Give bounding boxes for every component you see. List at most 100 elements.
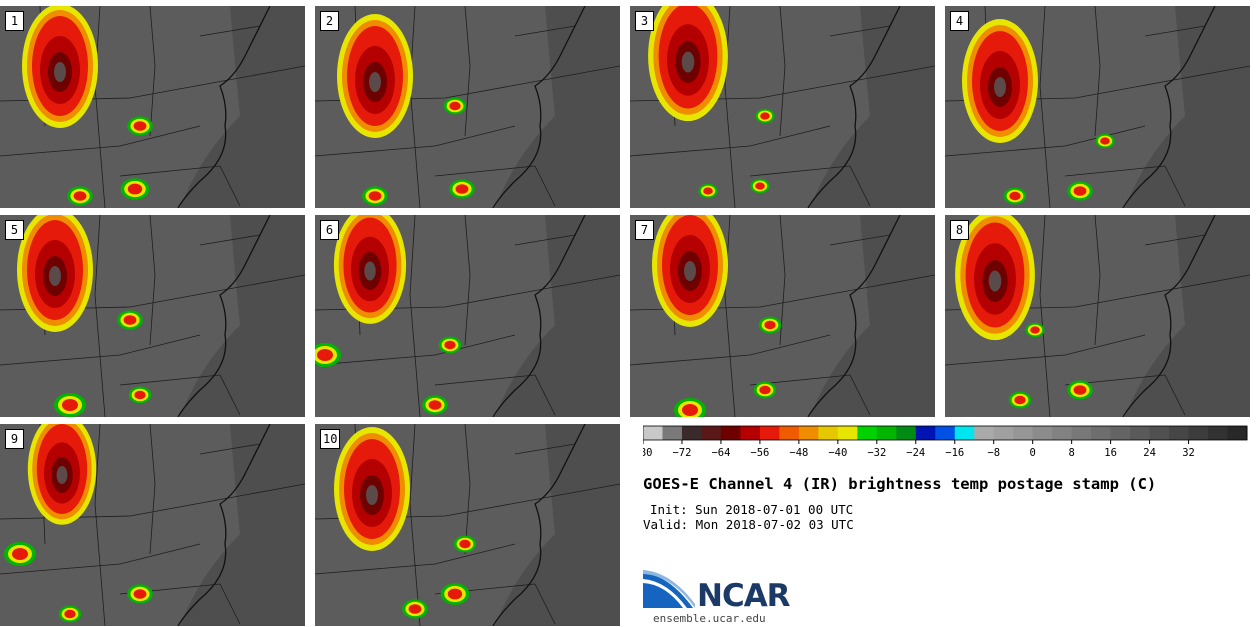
state-boundary — [199, 443, 261, 455]
colorbar-swatch — [1071, 426, 1092, 440]
state-boundary — [0, 543, 201, 575]
state-boundary — [630, 334, 831, 366]
colorbar-swatch — [759, 426, 780, 440]
postage-stamp-panel: 3 — [630, 6, 935, 208]
colorbar-swatch — [935, 426, 956, 440]
ncar-swoosh-icon — [643, 570, 695, 608]
cloud-top-region — [449, 101, 461, 111]
colorbar-tick-label: −24 — [906, 447, 925, 459]
state-boundary — [779, 215, 786, 346]
cloud-top-region — [1030, 326, 1040, 334]
state-boundary — [724, 6, 736, 208]
postage-stamp-panel: 2 — [315, 6, 620, 208]
colorbar-tick-label: −8 — [987, 447, 1000, 459]
postage-stamp-panel: 4 — [945, 6, 1250, 208]
coastline — [177, 424, 271, 626]
chart-title: GOES-E Channel 4 (IR) brightness temp po… — [643, 475, 1157, 493]
state-boundary — [149, 215, 156, 346]
colorbar-swatch — [798, 426, 819, 440]
cloud-top-region — [317, 349, 333, 361]
colorbar-swatch — [954, 426, 975, 440]
ir-imagery — [315, 6, 620, 208]
cloud-top-region — [408, 604, 422, 614]
colorbar-tick-label: −72 — [672, 447, 691, 459]
cloud-top-region — [12, 548, 28, 560]
state-boundary — [724, 215, 736, 417]
colorbar-tick-label: 0 — [1030, 447, 1036, 459]
cloud-top-region — [133, 589, 147, 599]
colorbar-tick-label: −80 — [643, 447, 652, 459]
state-boundary — [199, 25, 261, 37]
colorbar-swatch — [818, 426, 839, 440]
state-boundary — [464, 6, 471, 137]
state-boundary — [464, 215, 471, 346]
state-boundary — [829, 25, 891, 37]
state-boundary — [945, 334, 1146, 366]
panel-number: 6 — [320, 220, 339, 240]
colorbar-swatch — [1032, 426, 1053, 440]
cloud-top-region — [1014, 395, 1026, 405]
cloud-top-region — [447, 588, 463, 600]
panel-number: 7 — [635, 220, 654, 240]
ncar-logo-text: NCAR — [697, 578, 791, 614]
colorbar-swatch — [876, 426, 897, 440]
cloud-top-region — [444, 340, 456, 350]
postage-stamp-panel: 10 — [315, 424, 620, 626]
cloud-top-region — [127, 183, 143, 195]
cloud-top-region — [366, 485, 378, 505]
colorbar-tick-label: −48 — [789, 447, 808, 459]
colorbar-tick-label: 32 — [1182, 447, 1195, 459]
cloud-top-region — [764, 320, 776, 330]
colorbar-swatch — [779, 426, 800, 440]
state-boundary — [0, 483, 305, 520]
colorbar-frame — [643, 425, 1248, 441]
website-url: ensemble.ucar.edu — [653, 612, 766, 625]
cloud-top-region — [49, 266, 61, 286]
state-boundary — [1094, 215, 1101, 346]
colorbar-tick-label: −40 — [828, 447, 847, 459]
cloud-top-region — [1073, 186, 1087, 196]
colorbar-swatch — [701, 426, 722, 440]
cloud-top-region — [759, 385, 771, 395]
ir-imagery — [315, 424, 620, 626]
state-boundary — [94, 215, 106, 417]
ir-imagery — [0, 424, 305, 626]
coastline — [492, 424, 586, 626]
ir-imagery — [0, 6, 305, 208]
colorbar-swatch — [1052, 426, 1073, 440]
colorbar-swatch — [993, 426, 1014, 440]
state-boundary — [409, 6, 421, 208]
ir-imagery — [630, 215, 935, 417]
cloud-top-region — [73, 191, 87, 201]
state-boundary — [514, 234, 576, 246]
postage-stamp-panel: 5 — [0, 215, 305, 417]
colorbar-swatch — [643, 426, 663, 440]
coastline — [177, 6, 271, 208]
state-boundary — [1064, 165, 1186, 207]
cloud-top-region — [54, 62, 66, 82]
state-boundary — [1144, 234, 1206, 246]
cloud-top-region — [64, 609, 76, 619]
state-boundary — [1144, 25, 1206, 37]
postage-stamp-panel: 1 — [0, 6, 305, 208]
state-boundary — [119, 165, 241, 207]
state-boundary — [0, 125, 201, 157]
colorbar-swatch — [1149, 426, 1170, 440]
cloud-top-region — [123, 315, 137, 325]
valid-time: Valid: Mon 2018-07-02 03 UTC — [643, 517, 854, 532]
state-boundary — [149, 6, 156, 137]
postage-stamp-panel: 9 — [0, 424, 305, 626]
ir-imagery — [315, 215, 620, 417]
state-boundary — [0, 334, 201, 366]
state-boundary — [749, 374, 871, 416]
state-boundary — [315, 334, 516, 366]
colorbar-swatch — [1188, 426, 1209, 440]
postage-stamp-panel: 7 — [630, 215, 935, 417]
panel-number: 1 — [5, 11, 24, 31]
coastline — [492, 6, 586, 208]
state-boundary — [315, 543, 516, 575]
state-boundary — [149, 424, 156, 555]
state-boundary — [514, 25, 576, 37]
coastline — [807, 6, 901, 208]
cloud-top-region — [1009, 191, 1021, 201]
